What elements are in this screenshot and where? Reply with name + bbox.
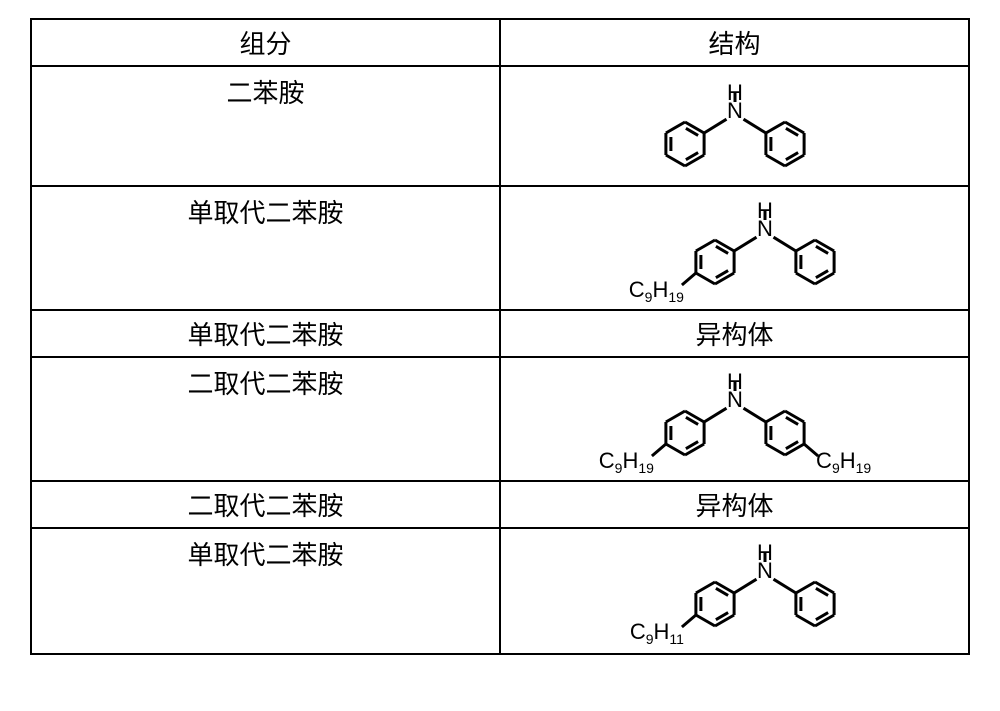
compound-table: 组分结构二苯胺NH单取代二苯胺NHC9H19单取代二苯胺异构体二取代二苯胺NHC… [30,18,970,655]
compound-name: 单取代二苯胺 [187,199,343,228]
compound-name-cell: 二苯胺 [31,66,500,186]
svg-text:C9H11: C9H11 [629,619,683,647]
svg-text:C9H19: C9H19 [598,448,653,475]
header-cell-structure: 结构 [500,19,969,66]
compound-name-cell: 二取代二苯胺 [31,481,500,528]
table-row: 二取代二苯胺 异构体 [31,481,969,528]
header-cell-component: 组分 [31,19,500,66]
compound-name-cell: 单取代二苯胺 [31,310,500,357]
structure-cell: NHC9H11 [500,528,969,654]
compound-name: 二取代二苯胺 [187,370,343,399]
compound-name: 二取代二苯胺 [187,492,343,521]
svg-text:C9H19: C9H19 [628,277,683,304]
svg-text:C9H19: C9H19 [816,448,871,475]
structure-text: 异构体 [695,492,773,521]
structure-cell: NHC9H19 [500,186,969,310]
structure-cell: 异构体 [500,481,969,528]
compound-name: 二苯胺 [226,79,304,108]
table-row: 单取代二苯胺 NHC9H11 [31,528,969,654]
compound-name-cell: 单取代二苯胺 [31,186,500,310]
chemical-structure: NHC9H19 [555,192,915,304]
compound-name-cell: 单取代二苯胺 [31,528,500,654]
chemical-structure: NHC9H11 [555,534,915,648]
structure-text: 异构体 [695,321,773,350]
table-header-row: 组分 结构 [31,19,969,66]
compound-name: 单取代二苯胺 [187,541,343,570]
structure-cell: NH [500,66,969,186]
chemical-structure: NH [585,74,885,179]
table-row: 单取代二苯胺 异构体 [31,310,969,357]
compound-name: 单取代二苯胺 [187,321,343,350]
table-row: 二取代二苯胺NHC9H19C9H19 [31,357,969,481]
header-structure: 结构 [708,30,760,59]
table-row: 单取代二苯胺 NHC9H19 [31,186,969,310]
table-row: 二苯胺 NH [31,66,969,186]
compound-name-cell: 二取代二苯胺 [31,357,500,481]
structure-cell: 异构体 [500,310,969,357]
header-component: 组分 [239,30,291,59]
chemical-structure: NHC9H19C9H19 [515,363,955,475]
structure-cell: NHC9H19C9H19 [500,357,969,481]
